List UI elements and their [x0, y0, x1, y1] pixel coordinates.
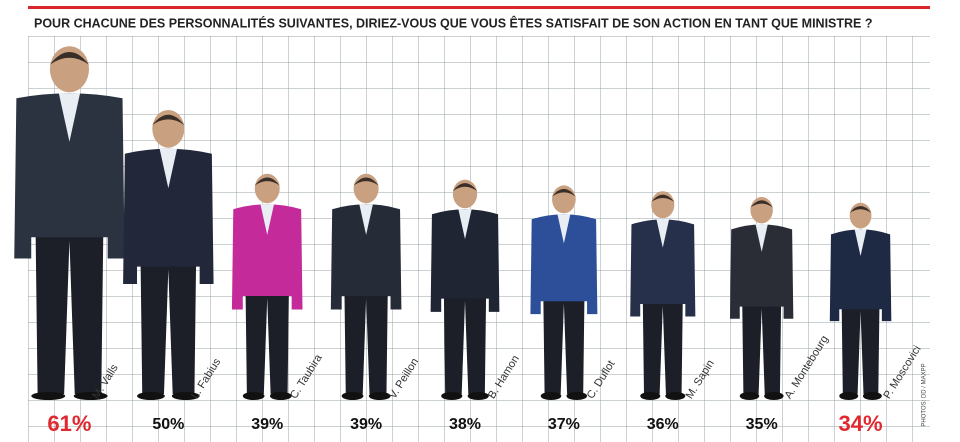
figure-legs [443, 289, 487, 394]
person-figure [530, 185, 598, 400]
figure-torso [829, 229, 892, 322]
figure-shirt [755, 224, 768, 252]
figure-shirt [458, 209, 472, 240]
figure-shoe [171, 392, 200, 400]
figure-shoe [640, 392, 661, 400]
figure-hair [552, 188, 576, 197]
figure-shoe [764, 392, 784, 400]
value-label: 36% [647, 416, 679, 433]
figure-shoe [73, 392, 108, 400]
figure-torso [530, 214, 598, 315]
figure-shirt [656, 219, 670, 248]
figure-hair [353, 177, 379, 186]
figure-legs [140, 255, 197, 394]
figure-shoe [839, 392, 859, 400]
figure-shoe [566, 392, 588, 400]
figure-legs [841, 301, 880, 394]
figure-torso [123, 148, 214, 284]
figure-torso [729, 224, 794, 319]
figure-hair [152, 114, 185, 126]
figure-shoe [242, 392, 265, 400]
figure-shoe [862, 392, 882, 400]
figure-shoe [137, 392, 165, 400]
top-rule [28, 6, 930, 9]
figure-legs [245, 286, 289, 394]
value-label: 35% [746, 416, 778, 433]
figure-torso [430, 209, 500, 312]
figure-legs [642, 295, 683, 394]
person-figure [829, 202, 892, 400]
person-figure [430, 179, 500, 400]
figure-legs [543, 292, 585, 394]
figure-shoe [739, 392, 760, 400]
figure-shirt [359, 204, 373, 235]
figure-hair [452, 183, 478, 192]
value-label: 38% [449, 416, 481, 433]
figure-shoe [368, 392, 391, 400]
figure-shoe [665, 392, 686, 400]
figure-torso [231, 204, 303, 310]
person-figure [729, 197, 794, 400]
title-band [28, 12, 930, 36]
figure-shirt [159, 148, 178, 189]
figure-shirt [854, 229, 867, 257]
value-label: 50% [152, 416, 184, 433]
chart-title: POUR CHACUNE DES PERSONNALITÉS SUIVANTES… [34, 15, 873, 30]
figure-legs [35, 223, 104, 394]
figure-hair [750, 200, 773, 208]
value-label: 39% [350, 416, 382, 433]
person-figure [231, 173, 303, 400]
person-figure [123, 110, 214, 400]
figure-hair [651, 194, 675, 203]
figure-shoe [467, 392, 489, 400]
figure-torso [14, 93, 125, 259]
person-figure [14, 46, 125, 400]
figure-shoe [540, 392, 562, 400]
figure-hair [849, 206, 872, 214]
photo-credit: PHOTOS: DD / MAXPP [922, 363, 928, 426]
figure-hair [49, 51, 89, 65]
figure-torso [630, 219, 696, 317]
person-figure [330, 173, 402, 400]
figure-hair [254, 177, 280, 186]
figure-shirt [58, 93, 81, 142]
figure-shoe [441, 392, 463, 400]
value-label: 39% [251, 416, 283, 433]
figure-shirt [557, 214, 571, 244]
value-label: 34% [839, 411, 883, 436]
figure-legs [344, 286, 388, 394]
person-figure [630, 191, 696, 400]
figure-shoe [31, 392, 66, 400]
value-label: 61% [47, 411, 91, 436]
value-label: 37% [548, 416, 580, 433]
figure-shirt [260, 204, 275, 235]
figure-shoe [341, 392, 364, 400]
figure-shoe [269, 392, 292, 400]
figure-torso [330, 204, 402, 310]
figure-legs [742, 298, 782, 394]
